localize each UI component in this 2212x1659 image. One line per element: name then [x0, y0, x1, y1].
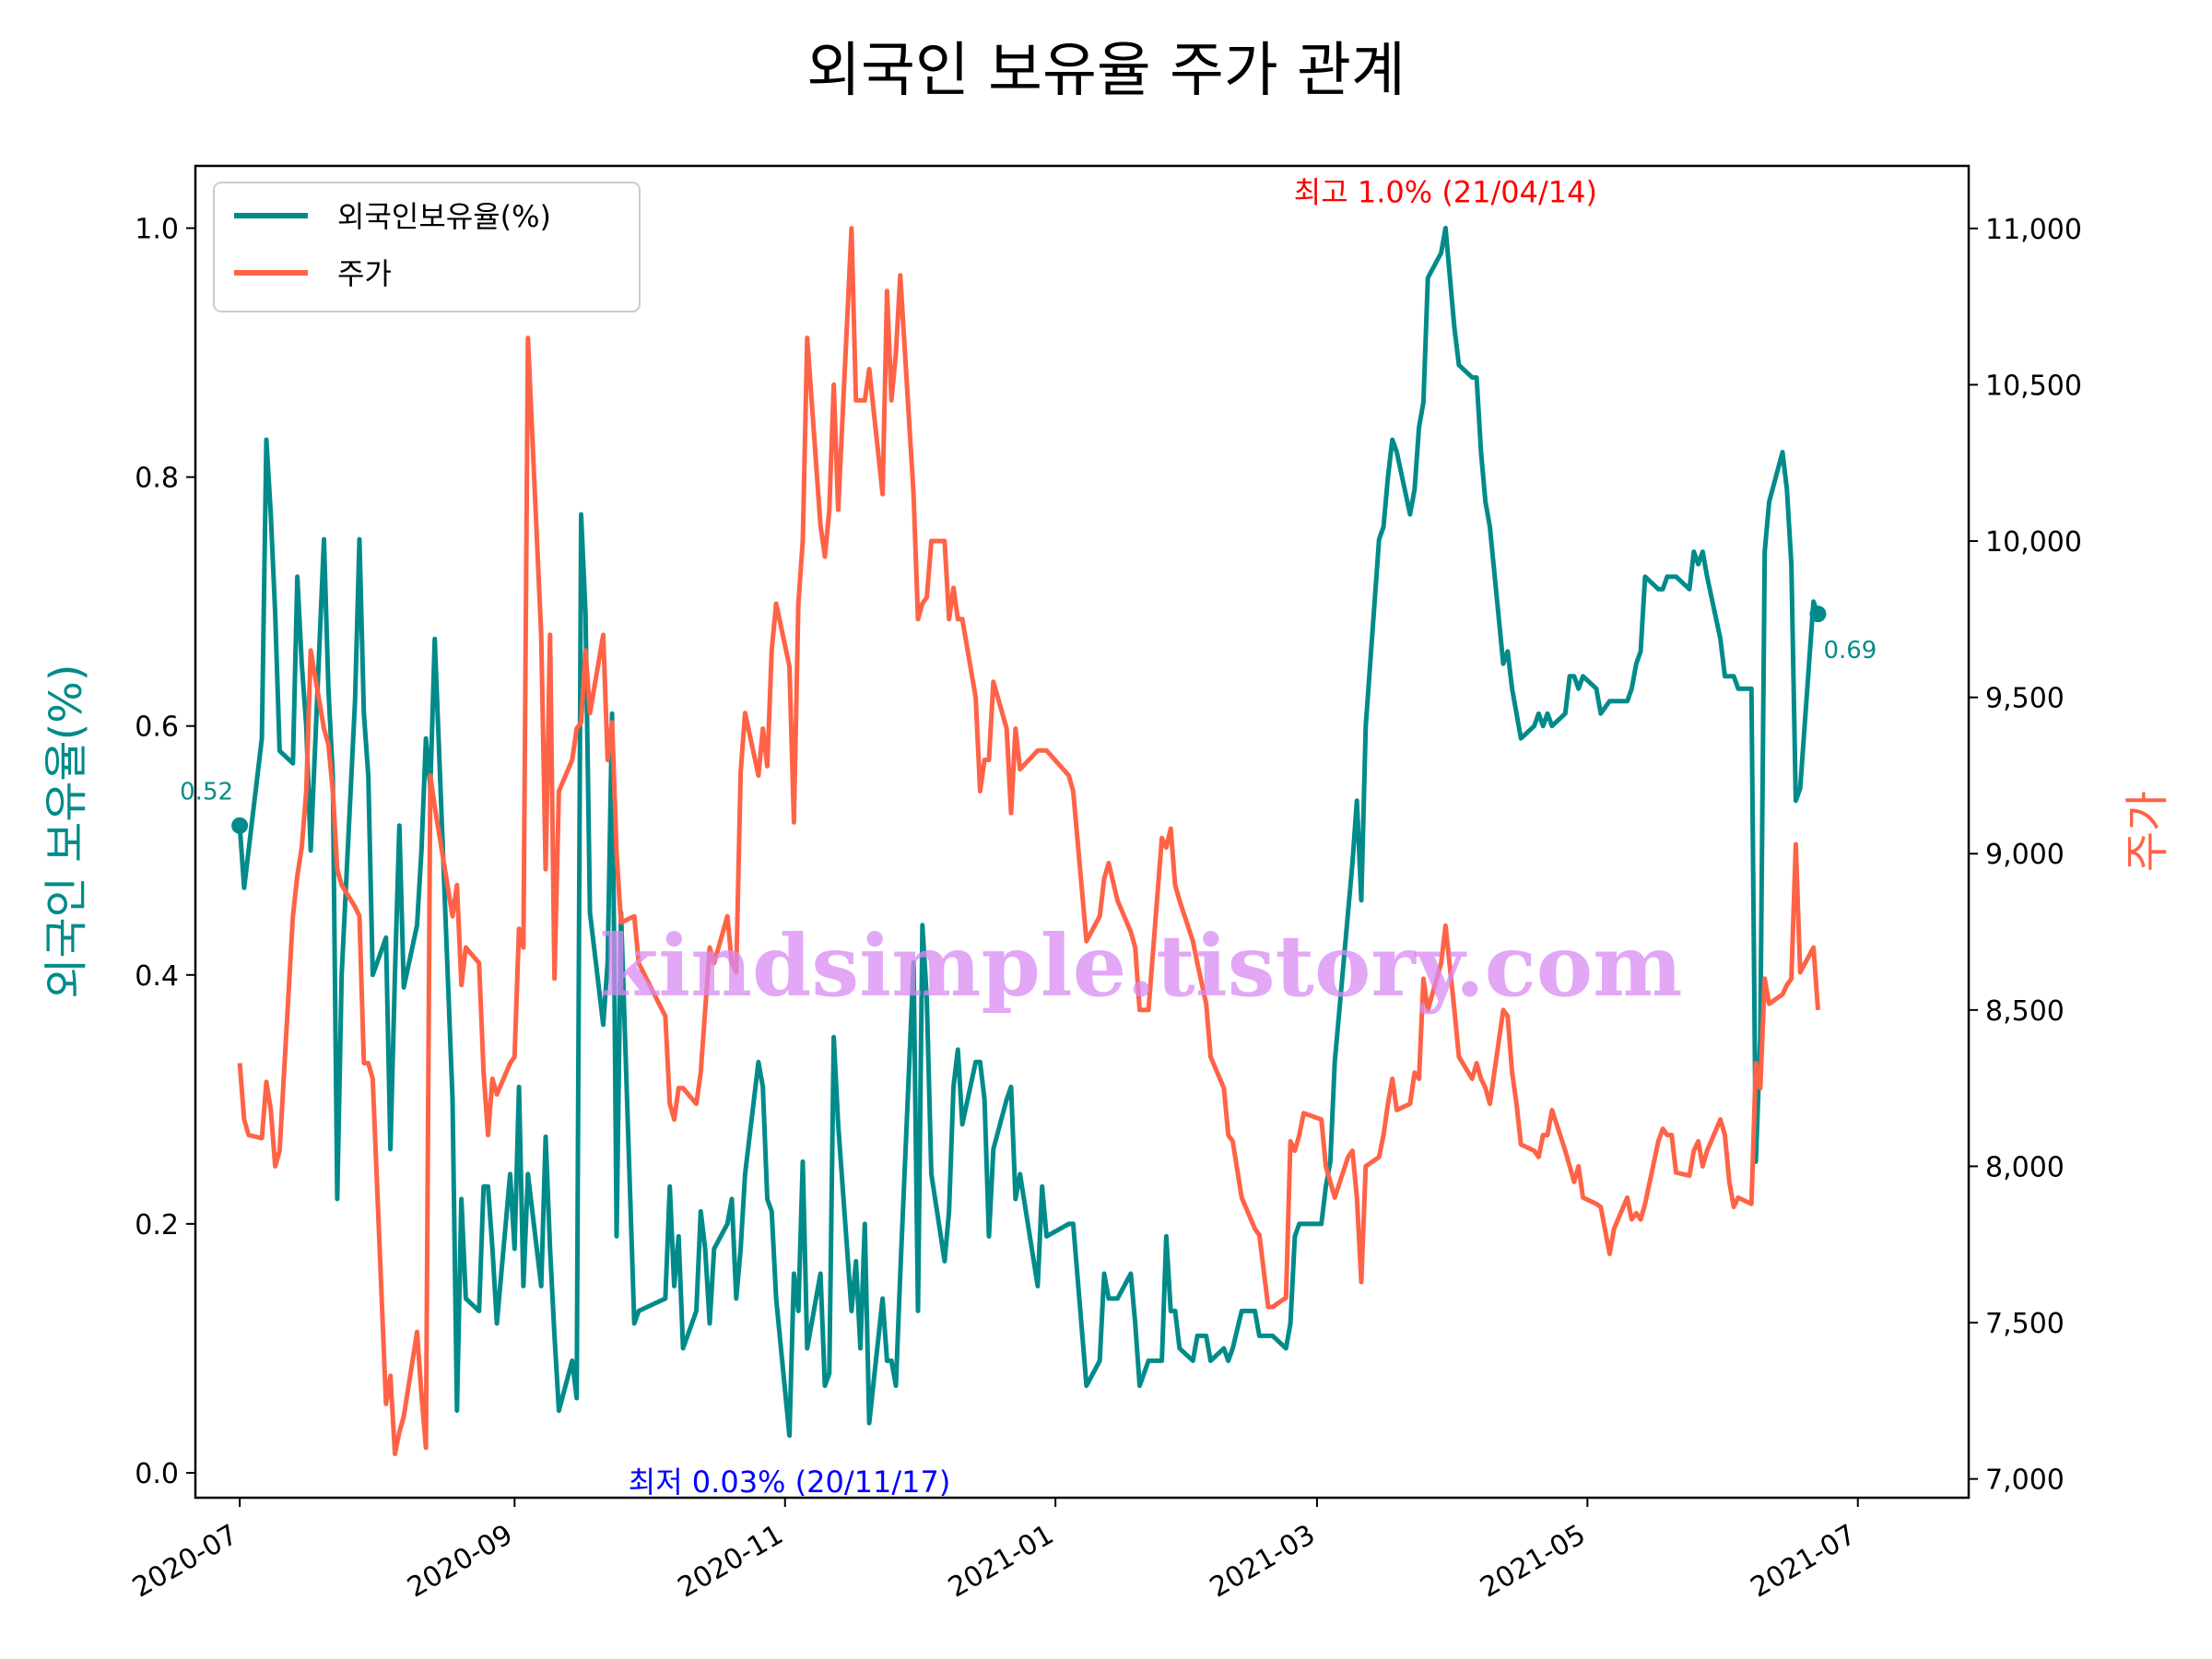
endpoint-markers	[231, 606, 1827, 834]
y-left-tick-label: 0.4	[135, 960, 179, 993]
legend: 외국인보유율(%) 주가	[213, 182, 641, 312]
left-axis-ticks: 0.0 0.2 0.4 0.6 0.8 1.0	[135, 214, 195, 1490]
y-axis-label-right: 주가	[2122, 791, 2173, 872]
annotations: 0.52 0.69 최고 1.0% (21/04/14) 최저 0.03% (20/1…	[180, 175, 1877, 1500]
plot-lines	[237, 226, 1820, 1456]
y-right-tick-label: 9,500	[1985, 683, 2065, 715]
y-right-tick-label: 7,000	[1985, 1465, 2065, 1497]
y-left-tick-label: 0.6	[135, 712, 179, 744]
max-annotation-label: 최고 1.0% (21/04/14)	[1294, 175, 1597, 210]
right-axis-ticks: 7,000 7,500 8,000 8,500 9,000 9,500 10,000 10,5…	[1969, 214, 2082, 1497]
y-left-tick-label: 0.0	[135, 1458, 179, 1490]
legend-label-foreign-ratio: 외국인보유율(%)	[337, 199, 551, 234]
end-value-label: 0.69	[1823, 637, 1877, 665]
watermark: kindsimple.tistory.com	[599, 916, 1682, 1016]
chart-title: 외국인 보유율 주가 관계	[806, 37, 1406, 105]
y-right-tick-label: 10,000	[1985, 526, 2082, 559]
y-left-tick-label: 0.2	[135, 1209, 179, 1241]
y-axis-label-left: 외국인 보유율(%)	[41, 664, 92, 998]
y-right-tick-label: 8,500	[1985, 995, 2065, 1028]
y-left-tick-label: 0.8	[135, 463, 179, 495]
y-right-tick-label: 8,000	[1985, 1151, 2065, 1183]
series-line-price	[237, 226, 1820, 1456]
end-point-marker	[1809, 606, 1827, 623]
start-point-marker	[231, 817, 249, 834]
y-right-tick-label: 7,500	[1985, 1308, 2065, 1340]
min-annotation-label: 최저 0.03% (20/11/17)	[629, 1465, 951, 1500]
series-line-foreign-ratio	[237, 226, 1820, 1438]
legend-box	[213, 182, 641, 312]
y-right-tick-label: 10,500	[1985, 370, 2082, 402]
start-value-label: 0.52	[180, 779, 233, 806]
plot-frame	[194, 164, 1971, 1500]
y-left-tick-label: 1.0	[135, 214, 179, 246]
y-right-tick-label: 9,000	[1985, 839, 2065, 871]
legend-label-price: 주가	[337, 256, 392, 291]
y-right-tick-label: 11,000	[1985, 214, 2082, 246]
